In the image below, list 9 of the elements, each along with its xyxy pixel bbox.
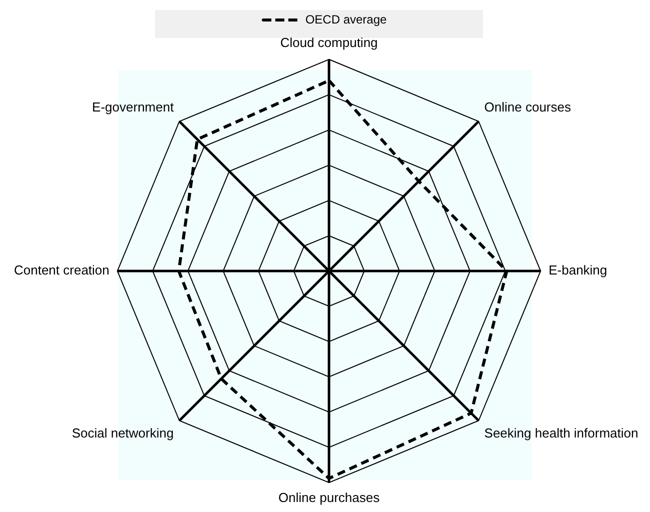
spoke-label: Seeking health information [484, 426, 638, 441]
spoke-label: Online courses [484, 99, 572, 114]
spoke-label: Cloud computing [280, 35, 378, 50]
spoke-label: Content creation [14, 262, 110, 278]
legend-label: OECD average [305, 12, 388, 26]
spoke-label: Social networking [72, 426, 174, 441]
spoke-label: E-government [92, 99, 174, 114]
spoke-label: E-banking [548, 262, 608, 278]
spoke-label: Online purchases [278, 490, 380, 505]
